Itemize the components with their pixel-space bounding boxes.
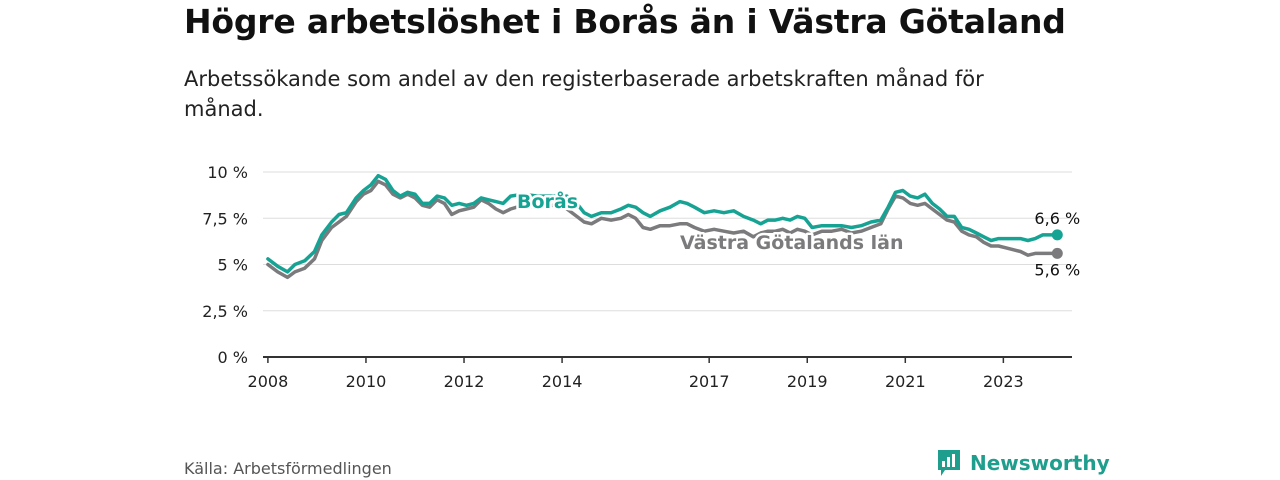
end-dot-boras — [1051, 229, 1063, 241]
end-value-label-vastra-gotaland: 5,6 % — [1034, 260, 1080, 279]
grid-layer — [263, 171, 1072, 363]
line-chart: 0 % 2,5 % 5 % 7,5 % 10 % 2008 2010 2012 2014 2017… — [202, 163, 1080, 391]
chart-title: Högre arbetslöshet i Borås än i Västra G… — [184, 2, 1066, 41]
brand-name: Newsworthy — [970, 451, 1110, 475]
y-tick-label: 10 % — [207, 163, 248, 182]
brand-logo: Newsworthy — [936, 448, 1110, 478]
newsworthy-logo-icon — [938, 450, 960, 476]
y-tick-label: 2,5 % — [202, 302, 248, 321]
x-tick-label: 2023 — [983, 372, 1024, 391]
x-tick-label: 2012 — [444, 372, 485, 391]
x-tick-label: 2014 — [542, 372, 583, 391]
end-value-label-boras: 6,6 % — [1034, 209, 1080, 228]
end-dot-vastra-gotaland — [1051, 247, 1063, 259]
source-note: Källa: Arbetsförmedlingen — [184, 459, 392, 478]
series-line-vastra-gotaland — [266, 179, 1060, 280]
y-tick-label: 5 % — [218, 256, 248, 275]
y-tick-label: 7,5 % — [202, 209, 248, 228]
series-label-boras: Borås — [517, 189, 578, 213]
series-label-vastra-gotaland: Västra Götalands län — [680, 232, 903, 254]
series-layer — [266, 173, 1063, 280]
y-tick-label: 0 % — [218, 348, 248, 367]
x-tick-label: 2019 — [787, 372, 828, 391]
x-tick-label: 2008 — [248, 372, 289, 391]
x-tick-label: 2021 — [885, 372, 926, 391]
series-line-boras — [266, 173, 1060, 274]
x-tick-label: 2017 — [689, 372, 730, 391]
x-tick-label: 2010 — [346, 372, 387, 391]
chart-subtitle: Arbetssökande som andel av den registerb… — [184, 67, 984, 121]
label-layer: 0 % 2,5 % 5 % 7,5 % 10 % 2008 2010 2012 2014 2017… — [202, 163, 1080, 391]
